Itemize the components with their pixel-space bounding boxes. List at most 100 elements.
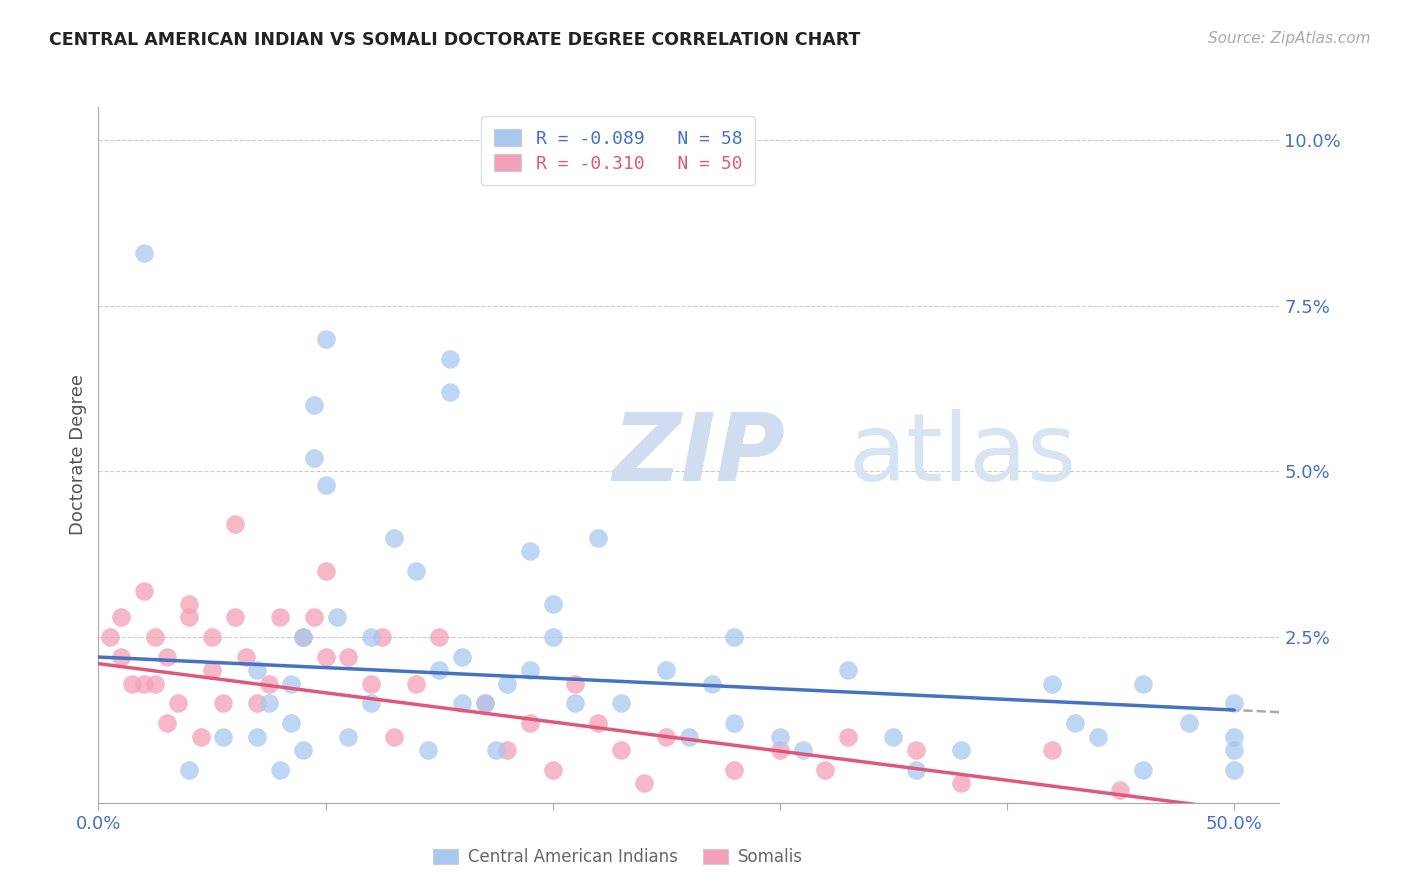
Point [678, 730, 700, 744]
Point [1132, 676, 1154, 690]
Point [950, 776, 973, 790]
Point [905, 743, 928, 757]
Point [179, 597, 201, 611]
Point [586, 716, 609, 731]
Point [519, 544, 541, 558]
Point [769, 743, 792, 757]
Point [167, 697, 190, 711]
Point [792, 743, 814, 757]
Point [541, 763, 564, 777]
Point [564, 676, 586, 690]
Point [190, 730, 212, 744]
Point [405, 676, 427, 690]
Point [416, 743, 439, 757]
Point [224, 610, 246, 624]
Point [326, 610, 349, 624]
Point [201, 630, 224, 644]
Point [882, 730, 904, 744]
Point [382, 531, 405, 545]
Point [360, 676, 382, 690]
Point [280, 716, 302, 731]
Point [723, 716, 745, 731]
Point [315, 650, 337, 665]
Point [1132, 763, 1154, 777]
Point [246, 730, 269, 744]
Text: CENTRAL AMERICAN INDIAN VS SOMALI DOCTORATE DEGREE CORRELATION CHART: CENTRAL AMERICAN INDIAN VS SOMALI DOCTOR… [49, 31, 860, 49]
Point [382, 730, 405, 744]
Point [337, 730, 360, 744]
Point [212, 697, 235, 711]
Point [212, 730, 235, 744]
Point [302, 398, 325, 412]
Point [450, 697, 472, 711]
Point [1223, 730, 1246, 744]
Point [337, 650, 360, 665]
Point [155, 716, 177, 731]
Point [496, 743, 519, 757]
Point [315, 332, 337, 346]
Point [269, 763, 291, 777]
Point [405, 564, 427, 578]
Point [315, 477, 337, 491]
Point [950, 743, 973, 757]
Point [1223, 697, 1246, 711]
Point [1223, 743, 1246, 757]
Point [235, 650, 257, 665]
Text: ZIP: ZIP [612, 409, 785, 501]
Point [291, 630, 314, 644]
Point [814, 763, 837, 777]
Point [439, 351, 461, 366]
Y-axis label: Doctorate Degree: Doctorate Degree [69, 375, 87, 535]
Point [655, 663, 678, 677]
Point [132, 676, 155, 690]
Point [496, 676, 519, 690]
Point [291, 630, 314, 644]
Point [257, 676, 280, 690]
Point [1064, 716, 1087, 731]
Point [291, 743, 314, 757]
Point [519, 663, 541, 677]
Point [700, 676, 723, 690]
Point [257, 697, 280, 711]
Point [1087, 730, 1109, 744]
Point [360, 697, 382, 711]
Point [269, 610, 291, 624]
Point [121, 676, 143, 690]
Point [110, 650, 132, 665]
Point [837, 730, 859, 744]
Point [769, 730, 792, 744]
Point [610, 743, 633, 757]
Point [302, 451, 325, 466]
Point [1223, 763, 1246, 777]
Point [302, 610, 325, 624]
Legend: Central American Indians, Somalis: Central American Indians, Somalis [425, 839, 811, 874]
Text: atlas: atlas [848, 409, 1077, 501]
Point [1109, 782, 1132, 797]
Point [1040, 743, 1063, 757]
Point [485, 743, 508, 757]
Point [246, 697, 269, 711]
Point [427, 663, 450, 677]
Point [474, 697, 496, 711]
Point [1040, 676, 1063, 690]
Point [179, 610, 201, 624]
Point [246, 663, 269, 677]
Point [143, 676, 166, 690]
Point [143, 630, 166, 644]
Point [837, 663, 859, 677]
Point [905, 763, 928, 777]
Point [132, 245, 155, 260]
Point [132, 583, 155, 598]
Point [610, 697, 633, 711]
Point [655, 730, 678, 744]
Point [110, 610, 132, 624]
Point [586, 531, 609, 545]
Point [564, 697, 586, 711]
Point [179, 763, 201, 777]
Point [723, 763, 745, 777]
Point [519, 716, 541, 731]
Point [155, 650, 177, 665]
Point [450, 650, 472, 665]
Point [474, 697, 496, 711]
Point [723, 630, 745, 644]
